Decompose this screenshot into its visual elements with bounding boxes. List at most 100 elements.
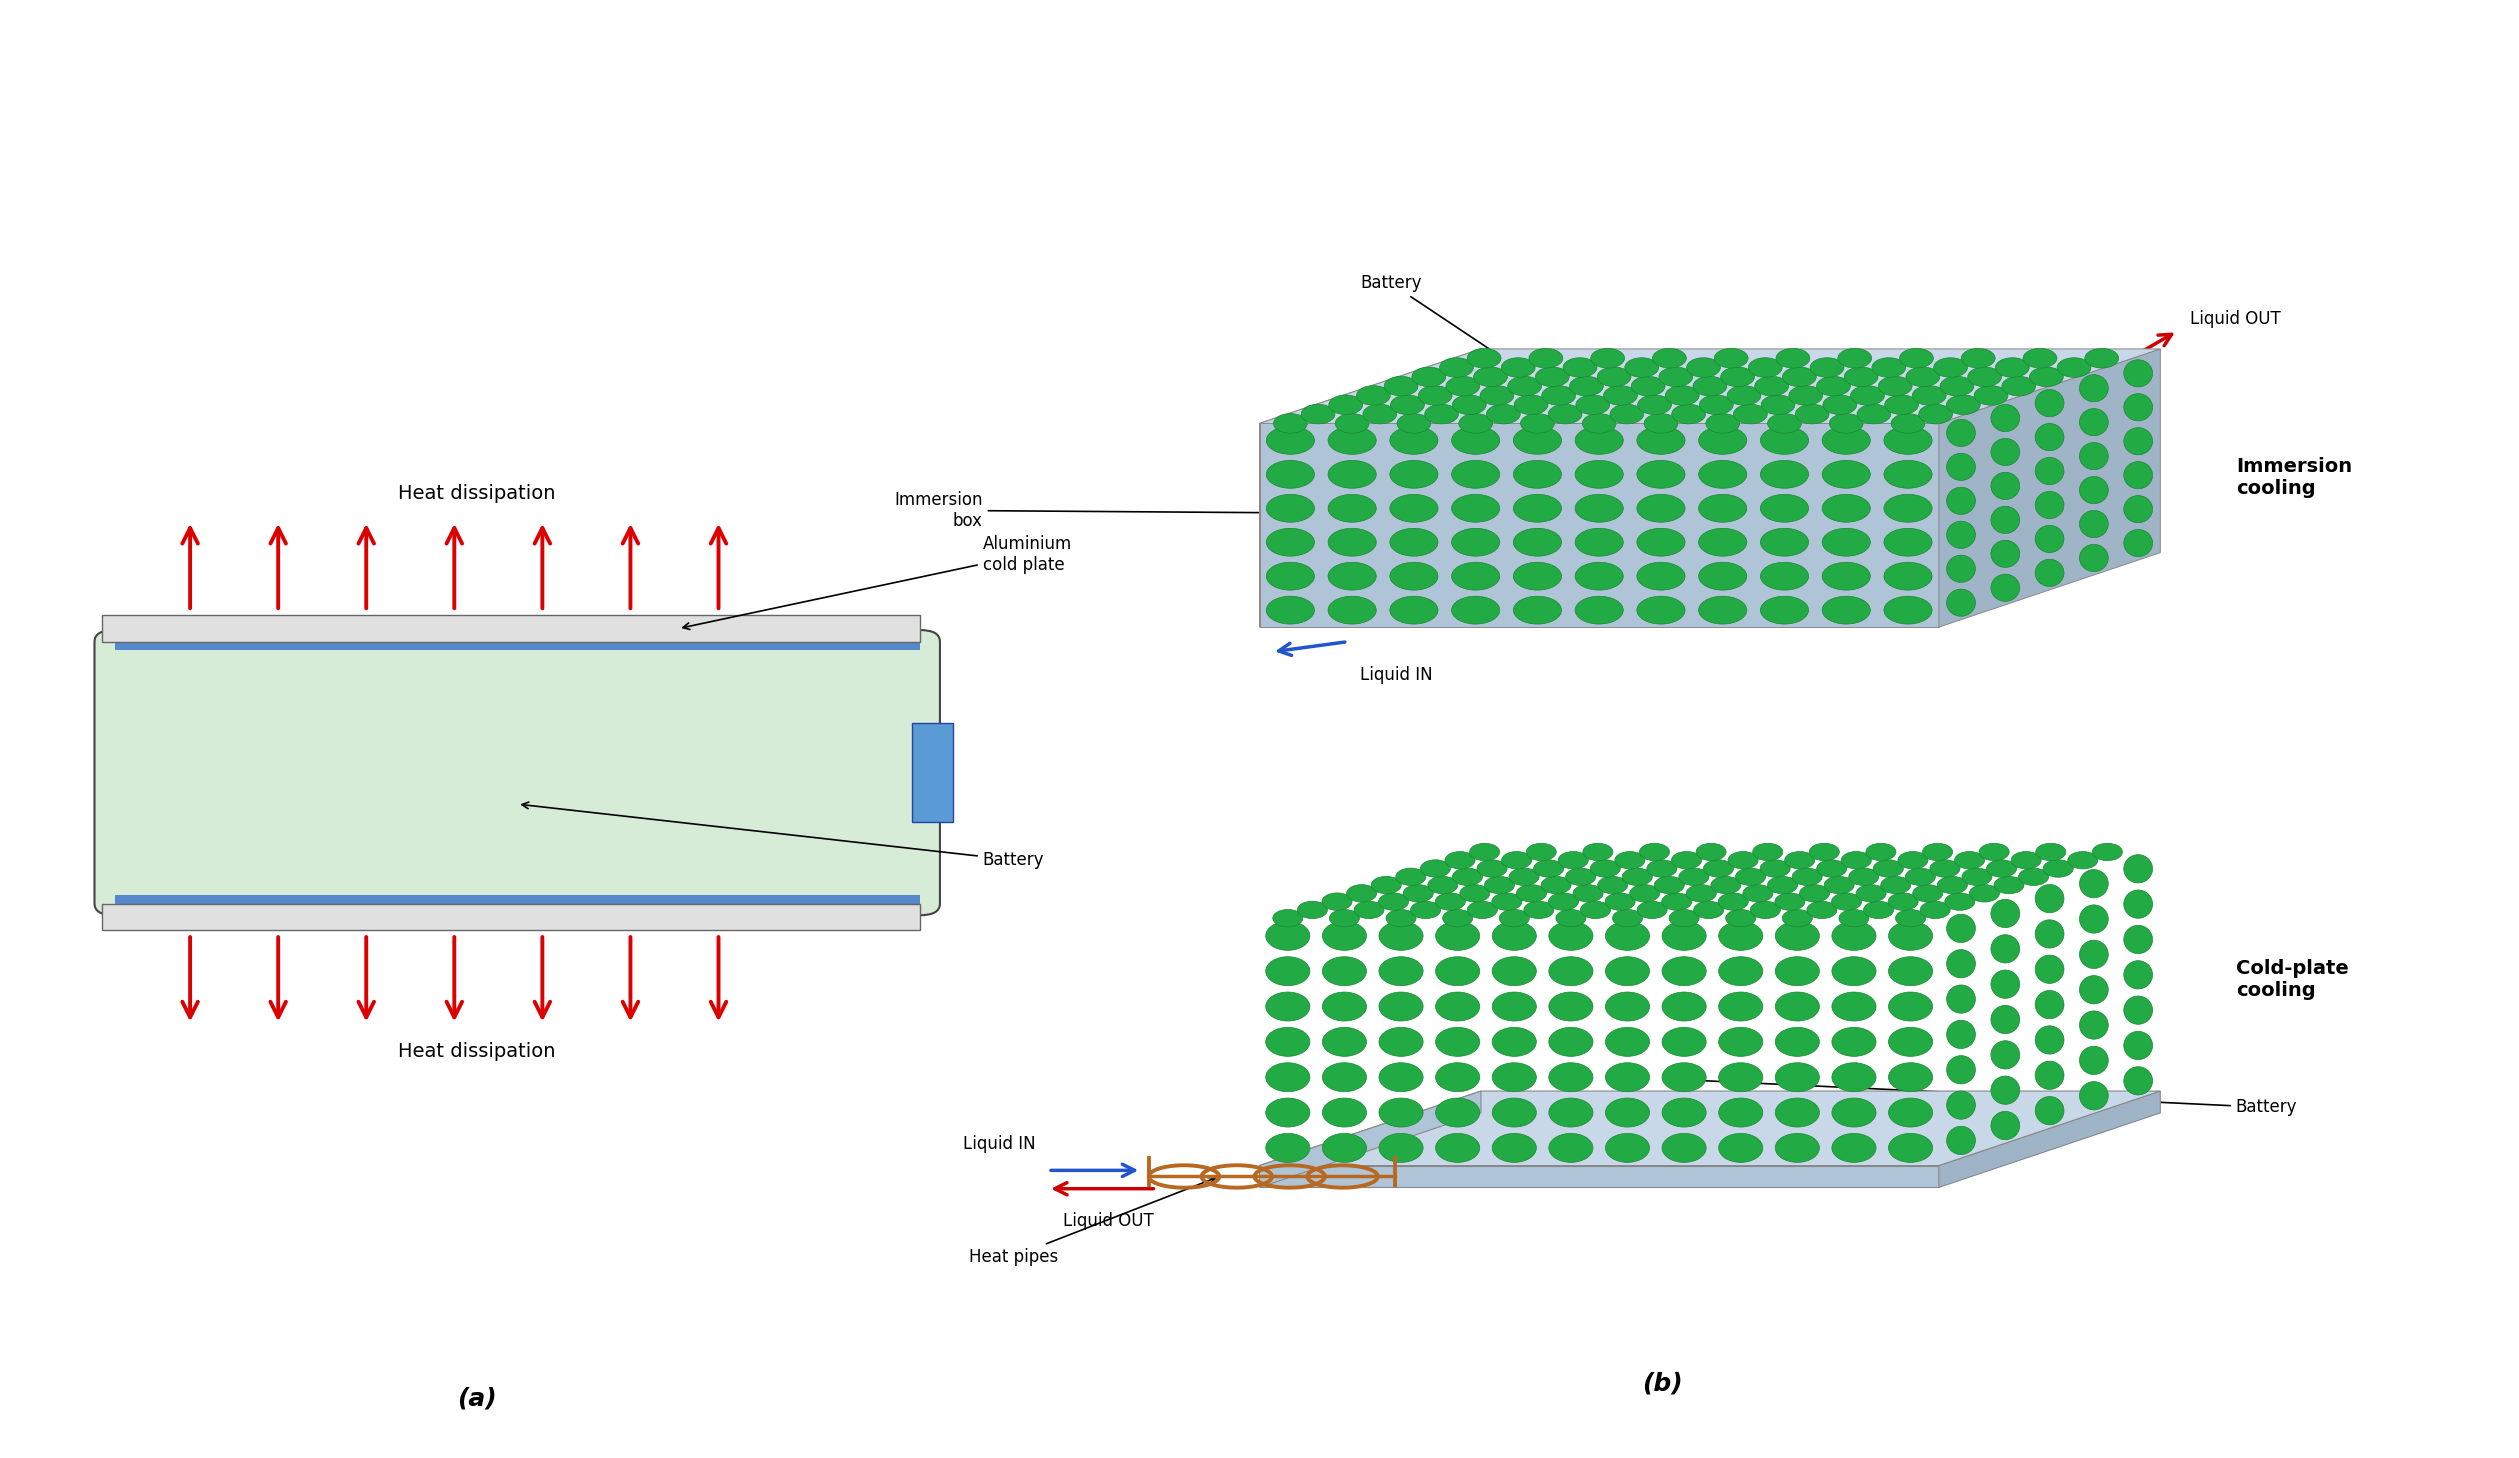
Polygon shape: [1260, 1091, 1481, 1187]
Circle shape: [1549, 892, 1579, 910]
Ellipse shape: [1663, 1133, 1705, 1162]
Ellipse shape: [1776, 991, 1819, 1021]
Circle shape: [1811, 357, 1844, 378]
Ellipse shape: [1390, 461, 1438, 488]
Ellipse shape: [2035, 458, 2063, 484]
Ellipse shape: [1990, 439, 2020, 465]
Text: Heat dissipation: Heat dissipation: [398, 1042, 557, 1061]
Ellipse shape: [1605, 991, 1650, 1021]
Ellipse shape: [1821, 494, 1869, 522]
Circle shape: [1756, 376, 1788, 397]
Circle shape: [1302, 404, 1335, 424]
Circle shape: [1355, 901, 1383, 919]
Circle shape: [1521, 414, 1554, 433]
Text: Immersion
cooling: Immersion cooling: [2237, 458, 2353, 499]
Circle shape: [1582, 414, 1617, 433]
Circle shape: [1630, 885, 1660, 903]
Ellipse shape: [1947, 555, 1975, 582]
Ellipse shape: [1378, 1028, 1423, 1057]
Circle shape: [1589, 348, 1625, 367]
Circle shape: [1705, 414, 1741, 433]
Ellipse shape: [1718, 956, 1763, 986]
Ellipse shape: [1491, 991, 1537, 1021]
Circle shape: [1390, 395, 1423, 414]
Ellipse shape: [1831, 956, 1877, 986]
Text: Heat dissipation: Heat dissipation: [398, 484, 557, 503]
Ellipse shape: [1378, 1133, 1423, 1162]
Ellipse shape: [1761, 528, 1809, 555]
Ellipse shape: [1390, 528, 1438, 555]
Circle shape: [1695, 843, 1726, 860]
Circle shape: [1783, 367, 1816, 386]
Polygon shape: [1260, 1091, 2161, 1165]
Circle shape: [1385, 910, 1416, 927]
Ellipse shape: [1390, 596, 1438, 624]
Circle shape: [1529, 348, 1562, 367]
Circle shape: [1396, 868, 1426, 885]
Ellipse shape: [1761, 426, 1809, 455]
Ellipse shape: [1436, 1028, 1479, 1057]
Circle shape: [1577, 395, 1610, 414]
Ellipse shape: [1514, 494, 1562, 522]
Circle shape: [1418, 386, 1451, 405]
Circle shape: [2018, 868, 2048, 885]
Bar: [116, 642, 919, 650]
Circle shape: [1466, 901, 1496, 919]
Ellipse shape: [1698, 461, 1746, 488]
Ellipse shape: [1328, 563, 1375, 590]
Ellipse shape: [1947, 1091, 1975, 1120]
Ellipse shape: [1889, 921, 1932, 951]
Circle shape: [1572, 885, 1602, 903]
Ellipse shape: [1322, 1133, 1365, 1162]
Circle shape: [1753, 843, 1783, 860]
Circle shape: [1443, 910, 1474, 927]
Ellipse shape: [1436, 1133, 1479, 1162]
Ellipse shape: [1821, 596, 1869, 624]
Circle shape: [2035, 843, 2066, 860]
Circle shape: [1330, 395, 1363, 414]
Ellipse shape: [1322, 1028, 1365, 1057]
Circle shape: [1955, 851, 1985, 869]
Text: Heat pipes: Heat pipes: [970, 1178, 1214, 1266]
Circle shape: [1710, 876, 1741, 894]
Ellipse shape: [1761, 596, 1809, 624]
Circle shape: [1693, 376, 1728, 397]
Ellipse shape: [1821, 461, 1869, 488]
Circle shape: [1894, 910, 1925, 927]
Circle shape: [1919, 901, 1950, 919]
Circle shape: [1605, 892, 1635, 910]
Ellipse shape: [1884, 426, 1932, 455]
Ellipse shape: [1436, 991, 1479, 1021]
Ellipse shape: [1821, 528, 1869, 555]
Circle shape: [1645, 414, 1678, 433]
Circle shape: [1537, 367, 1569, 386]
Circle shape: [1967, 367, 2003, 386]
Ellipse shape: [1947, 453, 1975, 481]
Circle shape: [1632, 376, 1665, 397]
Ellipse shape: [1322, 991, 1365, 1021]
Ellipse shape: [1821, 426, 1869, 455]
Ellipse shape: [2124, 427, 2154, 455]
Ellipse shape: [2124, 926, 2154, 954]
Text: Liquid OUT: Liquid OUT: [1063, 1212, 1154, 1229]
Ellipse shape: [1663, 1028, 1705, 1057]
Text: Battery: Battery: [1360, 274, 1569, 402]
Ellipse shape: [1990, 1076, 2020, 1104]
Ellipse shape: [1491, 1063, 1537, 1092]
Circle shape: [1322, 892, 1353, 910]
Ellipse shape: [1549, 1063, 1592, 1092]
Ellipse shape: [1451, 596, 1499, 624]
Circle shape: [1564, 357, 1597, 378]
Ellipse shape: [1637, 461, 1685, 488]
Ellipse shape: [2035, 389, 2063, 417]
Circle shape: [1670, 910, 1700, 927]
Ellipse shape: [1889, 1063, 1932, 1092]
Ellipse shape: [1267, 596, 1315, 624]
Ellipse shape: [1889, 956, 1932, 986]
Ellipse shape: [1698, 426, 1746, 455]
Circle shape: [1514, 395, 1549, 414]
Ellipse shape: [1574, 461, 1622, 488]
Ellipse shape: [1328, 494, 1375, 522]
Circle shape: [1882, 876, 1912, 894]
Ellipse shape: [2081, 408, 2108, 436]
